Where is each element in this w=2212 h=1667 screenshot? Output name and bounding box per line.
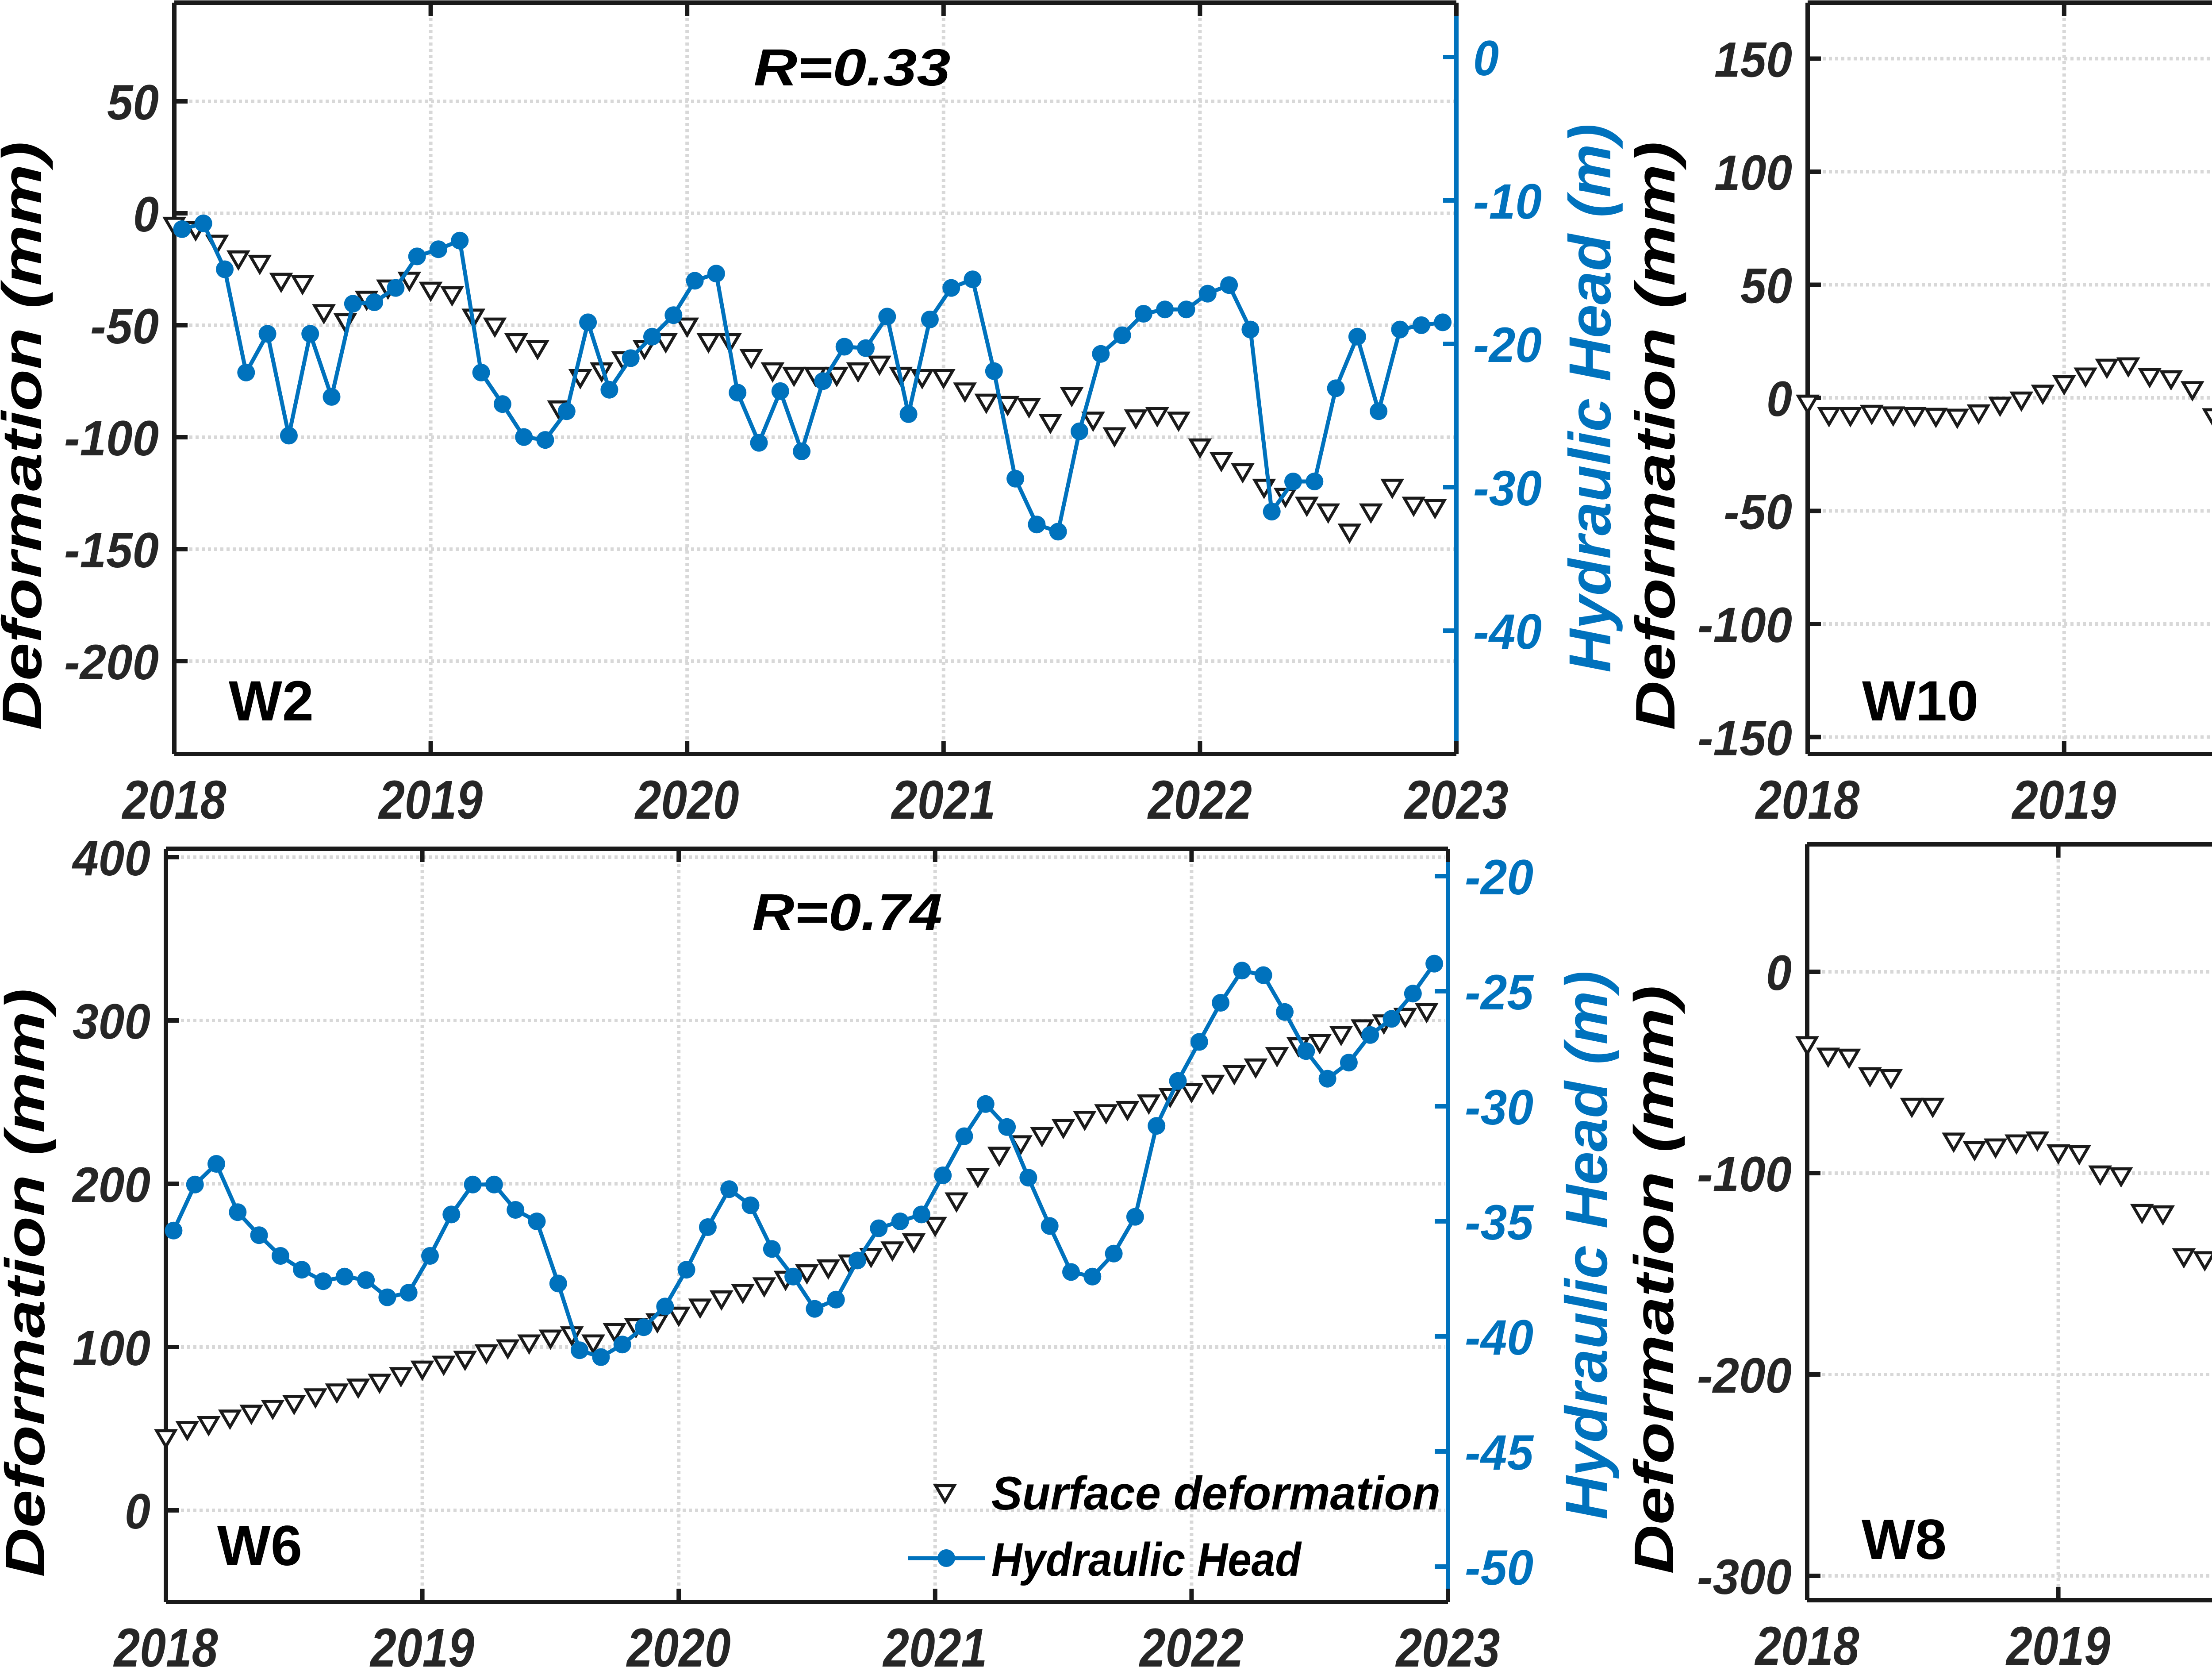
svg-text:W6: W6 <box>217 1514 302 1578</box>
svg-text:400: 400 <box>72 831 150 886</box>
svg-text:-40: -40 <box>1465 1310 1533 1365</box>
svg-text:2019: 2019 <box>378 770 483 831</box>
svg-text:-45: -45 <box>1465 1425 1534 1480</box>
svg-text:-100: -100 <box>1697 597 1792 653</box>
svg-text:-200: -200 <box>1697 1348 1792 1403</box>
svg-text:R=0.74: R=0.74 <box>752 883 942 942</box>
svg-text:-10: -10 <box>1473 174 1542 229</box>
svg-text:2022: 2022 <box>1139 1618 1244 1667</box>
svg-text:50: 50 <box>1740 258 1792 314</box>
svg-text:-35: -35 <box>1465 1195 1534 1250</box>
svg-text:-30: -30 <box>1473 461 1542 516</box>
svg-text:2019: 2019 <box>2005 1616 2110 1667</box>
svg-text:Deformation (mm): Deformation (mm) <box>0 989 56 1577</box>
svg-text:-150: -150 <box>1697 711 1792 766</box>
svg-text:0: 0 <box>1767 371 1792 427</box>
svg-text:2018: 2018 <box>1755 770 1860 831</box>
svg-text:2020: 2020 <box>626 1618 731 1667</box>
svg-text:-20: -20 <box>1473 317 1542 373</box>
svg-text:2021: 2021 <box>891 770 996 831</box>
svg-text:Hydraulic Head: Hydraulic Head <box>991 1533 1302 1586</box>
svg-text:R=0.33: R=0.33 <box>754 38 951 97</box>
svg-text:Deformation (mm): Deformation (mm) <box>1623 986 1685 1574</box>
svg-text:Hydraulic Head (m): Hydraulic Head (m) <box>1554 971 1620 1520</box>
svg-text:-50: -50 <box>1724 485 1792 540</box>
svg-text:100: 100 <box>1714 145 1792 200</box>
svg-text:-30: -30 <box>1465 1080 1533 1135</box>
svg-text:0: 0 <box>125 1484 150 1539</box>
svg-text:2018: 2018 <box>122 770 227 831</box>
svg-text:2022: 2022 <box>1147 770 1252 831</box>
svg-text:Hydraulic Head (m): Hydraulic Head (m) <box>1557 124 1623 673</box>
svg-text:Deformation (mm): Deformation (mm) <box>0 142 53 730</box>
svg-text:-40: -40 <box>1473 604 1542 659</box>
svg-text:100: 100 <box>73 1321 150 1376</box>
svg-text:-150: -150 <box>64 523 159 578</box>
svg-text:2021: 2021 <box>883 1618 987 1667</box>
svg-text:W2: W2 <box>229 670 314 733</box>
svg-text:-50: -50 <box>1465 1540 1533 1595</box>
svg-text:0: 0 <box>1473 31 1499 86</box>
svg-text:2019: 2019 <box>369 1618 474 1667</box>
svg-text:2018: 2018 <box>1755 1616 1859 1667</box>
svg-text:Deformation (mm): Deformation (mm) <box>1624 142 1686 730</box>
svg-text:0: 0 <box>1766 945 1792 1001</box>
svg-text:2019: 2019 <box>2012 770 2116 831</box>
svg-text:Surface deformation: Surface deformation <box>991 1467 1440 1520</box>
svg-text:W10: W10 <box>1862 670 1978 733</box>
svg-text:-25: -25 <box>1465 965 1534 1020</box>
svg-text:2023: 2023 <box>1395 1618 1500 1667</box>
svg-text:2023: 2023 <box>1404 770 1509 831</box>
svg-text:300: 300 <box>73 994 150 1049</box>
svg-text:W8: W8 <box>1862 1508 1947 1571</box>
svg-text:0: 0 <box>133 187 159 242</box>
svg-text:200: 200 <box>72 1157 150 1213</box>
svg-text:-200: -200 <box>64 635 159 690</box>
svg-text:2018: 2018 <box>113 1618 218 1667</box>
svg-text:2020: 2020 <box>634 770 739 831</box>
svg-text:-100: -100 <box>64 411 159 466</box>
svg-text:-300: -300 <box>1697 1549 1792 1605</box>
svg-text:150: 150 <box>1714 32 1792 88</box>
svg-text:-20: -20 <box>1465 850 1533 905</box>
svg-text:-50: -50 <box>90 299 159 354</box>
svg-text:-100: -100 <box>1697 1147 1792 1202</box>
svg-text:50: 50 <box>107 75 159 130</box>
